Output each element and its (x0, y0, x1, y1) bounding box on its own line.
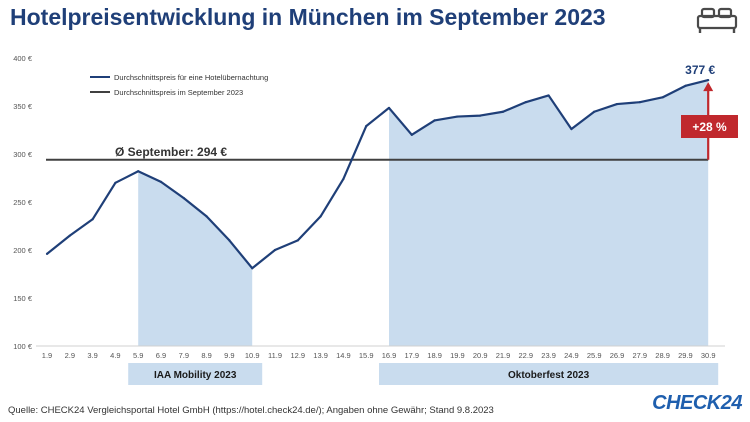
x-tick-label: 27.9 (632, 351, 647, 360)
data-point (684, 84, 687, 87)
x-tick-label: 19.9 (450, 351, 465, 360)
data-point (387, 106, 391, 110)
data-point (661, 96, 664, 99)
end-value-label: 377 € (685, 63, 715, 77)
x-tick-label: 1.9 (42, 351, 52, 360)
x-tick-label: 16.9 (382, 351, 397, 360)
bed-icon (696, 7, 738, 33)
data-point (91, 218, 94, 221)
x-tick-label: 14.9 (336, 351, 351, 360)
price-line (46, 79, 709, 270)
x-tick-label: 3.9 (87, 351, 97, 360)
x-tick-label: 13.9 (313, 351, 328, 360)
event-shade-0 (138, 171, 253, 346)
data-point (319, 215, 322, 218)
page-title: Hotelpreisentwicklung in München im Sept… (10, 4, 606, 30)
event-shade-1 (389, 80, 709, 346)
data-point (365, 125, 368, 128)
data-point (251, 267, 254, 270)
x-tick-label: 15.9 (359, 351, 374, 360)
x-tick-label: 2.9 (65, 351, 75, 360)
data-point (433, 119, 436, 122)
x-tick-label: 8.9 (201, 351, 211, 360)
x-tick-label: 12.9 (290, 351, 305, 360)
data-point (273, 248, 277, 252)
y-tick-label: 100 € (13, 342, 33, 351)
data-point (615, 102, 619, 106)
data-point (114, 181, 117, 184)
event-label-box-0 (128, 363, 263, 385)
legend-label-average: Durchschnittspreis im September 2023 (114, 88, 243, 97)
change-arrow-head (703, 82, 714, 92)
data-point (707, 78, 710, 82)
x-tick-label: 23.9 (541, 351, 556, 360)
data-point (479, 114, 482, 117)
brand-logo: CHECK24 (652, 392, 742, 414)
x-tick-label: 4.9 (110, 351, 120, 360)
data-point (547, 94, 550, 97)
data-point (593, 110, 596, 113)
x-tick-label: 18.9 (427, 351, 442, 360)
average-label: Ø September: 294 € (115, 145, 227, 159)
event-label-0: IAA Mobility 2023 (154, 370, 237, 381)
x-tick-label: 10.9 (245, 351, 260, 360)
x-tick-label: 24.9 (564, 351, 579, 360)
y-tick-label: 400 € (13, 54, 33, 63)
x-tick-label: 20.9 (473, 351, 488, 360)
data-point (205, 215, 208, 218)
data-point (638, 101, 641, 104)
x-tick-label: 28.9 (655, 351, 670, 360)
y-tick-label: 300 € (13, 150, 33, 159)
event-label-box-1 (379, 363, 719, 385)
y-tick-label: 150 € (13, 294, 33, 303)
x-tick-label: 21.9 (496, 351, 511, 360)
data-point (137, 170, 140, 173)
x-tick-label: 22.9 (518, 351, 533, 360)
data-point (410, 133, 413, 136)
data-point (45, 252, 49, 255)
x-tick-label: 9.9 (224, 351, 234, 360)
y-tick-label: 200 € (13, 246, 33, 255)
x-tick-label: 11.9 (268, 351, 282, 360)
legend-label-price: Durchschnittspreis für eine Hotelübernac… (114, 73, 268, 82)
data-point (228, 239, 231, 242)
data-point (182, 197, 185, 200)
data-point (501, 110, 505, 113)
event-label-1: Oktoberfest 2023 (508, 370, 590, 381)
x-tick-label: 7.9 (179, 351, 189, 360)
data-point (456, 115, 459, 118)
change-badge (681, 115, 738, 138)
data-point (68, 234, 71, 237)
source-note: Quelle: CHECK24 Vergleichsportal Hotel G… (8, 405, 494, 416)
x-tick-label: 30.9 (701, 351, 716, 360)
change-label: +28 % (692, 120, 727, 134)
x-tick-label: 29.9 (678, 351, 693, 360)
data-point (296, 239, 299, 242)
x-tick-label: 17.9 (404, 351, 419, 360)
y-tick-label: 350 € (13, 102, 33, 111)
x-tick-label: 26.9 (610, 351, 625, 360)
y-tick-label: 250 € (13, 198, 33, 207)
data-point (159, 180, 163, 183)
x-tick-label: 6.9 (156, 351, 166, 360)
data-point (524, 101, 527, 104)
data-point (342, 177, 345, 181)
x-tick-label: 5.9 (133, 351, 143, 360)
data-point (570, 127, 573, 131)
x-tick-label: 25.9 (587, 351, 602, 360)
